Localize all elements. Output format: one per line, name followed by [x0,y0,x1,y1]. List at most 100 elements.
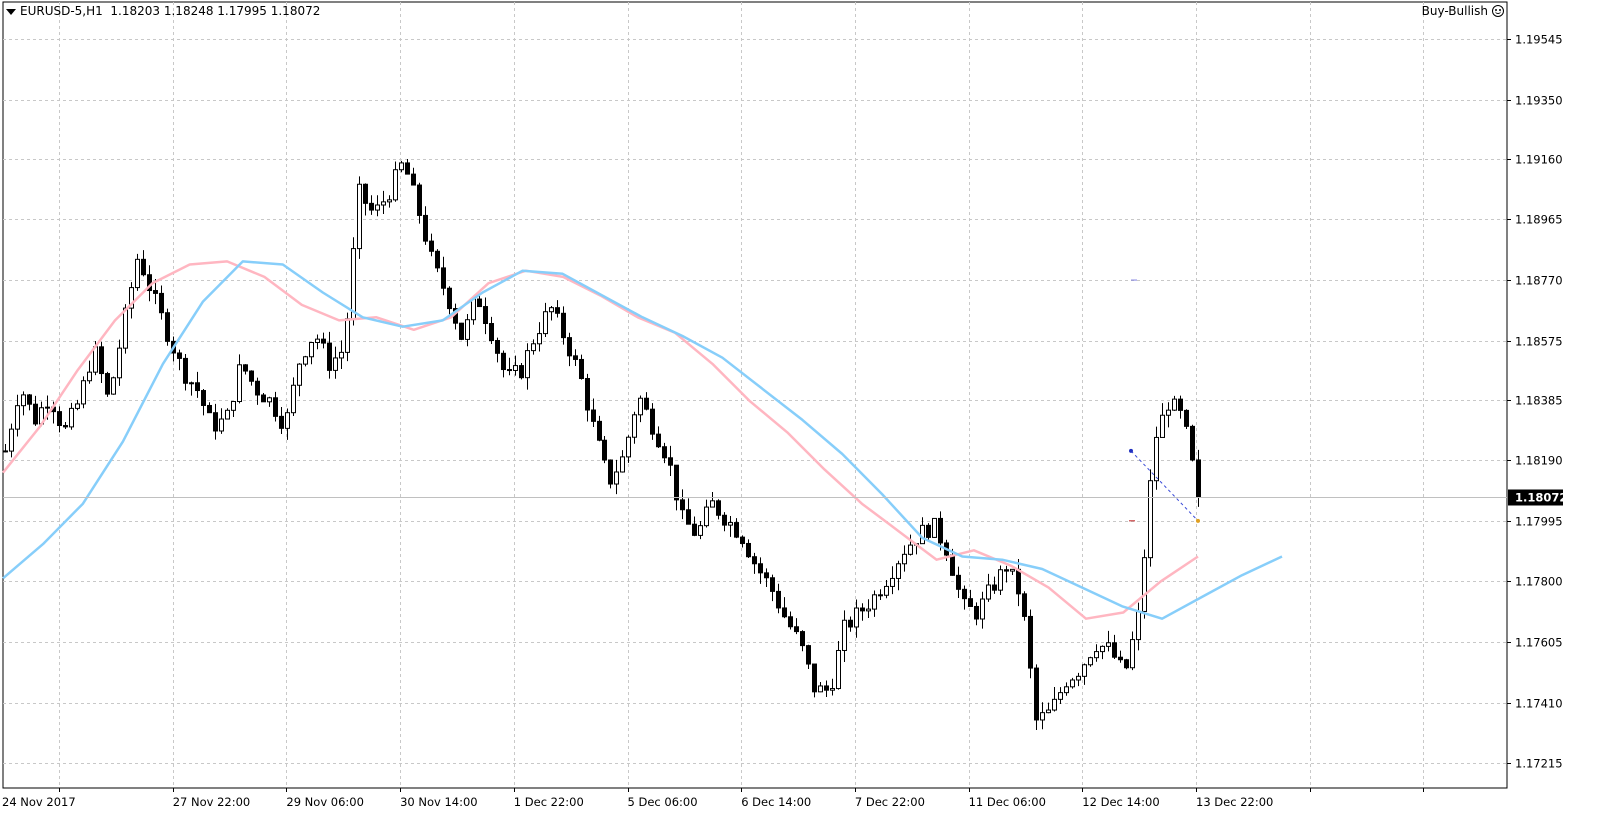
candle-body [465,319,470,340]
candle-body [117,347,122,379]
candle-body [321,338,326,344]
candle-body [189,382,194,385]
candle-body [626,436,631,458]
candle-body [27,394,32,405]
candle-body [81,380,86,405]
candle-body [692,523,697,536]
candle-body [1118,656,1123,661]
candle-body [489,323,494,342]
candle-body [411,173,416,186]
candle-body [1148,480,1153,559]
candle-body [105,373,110,395]
candle-body [135,258,140,289]
candle-body [1124,659,1129,669]
candle-body [1076,675,1081,681]
symbol-dropdown-icon[interactable] [6,8,16,15]
candle-body [806,645,811,665]
candle-body [99,346,104,375]
x-tick-label: 1 Dec 22:00 [514,795,584,809]
candle-body [123,307,128,349]
candle-body [567,337,572,357]
y-tick-label: 1.17995 [1515,515,1563,529]
candle-body [309,342,314,358]
candle-body [399,162,404,171]
candle-body [483,306,488,325]
candle-body [1142,557,1147,612]
candle-body [537,333,542,345]
y-tick-label: 1.17410 [1515,697,1563,711]
ohlc-values: 1.18203 1.18248 1.17995 1.18072 [110,4,321,18]
candle-body [57,411,62,427]
candle-body [662,446,667,459]
candle-body [824,685,829,691]
x-tick-label: 7 Dec 22:00 [855,795,925,809]
candle-body [722,514,727,526]
candle-body [351,248,356,320]
candle-body [111,377,116,395]
candle-body [471,298,476,321]
plot-area-frame [2,1,1508,789]
candle-body [794,626,799,633]
candle-body [884,585,889,596]
candle-body [1052,698,1057,711]
candle-body [1034,667,1039,721]
candle-body [33,403,38,425]
y-tick-label: 1.18965 [1515,213,1563,227]
candle-body [950,554,955,576]
candle-body [225,409,230,420]
candle-body [9,428,14,452]
candle-body [1196,459,1201,498]
candle-body [764,572,769,579]
candle-body [1106,642,1111,647]
candle-body [219,418,224,432]
current-price-badge [1508,489,1563,506]
candle-body [405,162,410,175]
candle-body [261,394,266,403]
candle-body [926,524,931,538]
signal-label: Buy-Bullish [1421,4,1488,18]
candle-body [519,365,524,379]
candle-body [69,407,74,428]
candle-body [674,464,679,501]
candle-body [255,380,260,396]
candle-body [1070,679,1075,688]
candle-body [1100,645,1105,653]
candle-body [1058,692,1063,700]
candle-body [435,250,440,269]
candle-body [447,287,452,310]
candle-body [776,590,781,609]
candle-body [549,307,554,313]
candle-body [369,202,374,211]
candle-body [638,397,643,416]
candle-body [1082,664,1087,677]
candle-body [632,414,637,438]
candle-body [345,318,350,353]
candle-body [740,536,745,544]
candle-body [1190,425,1195,461]
candle-body [1178,398,1183,411]
candle-body [21,394,26,407]
candle-body [704,506,709,527]
candle-body [890,577,895,587]
candle-body [525,350,530,379]
y-tick-label: 1.18575 [1515,335,1563,349]
candle-body [746,542,751,558]
candle-body [357,183,362,250]
candle-body [752,556,757,565]
candle-body [728,522,733,526]
candle-body [680,499,685,511]
candle-body [207,404,212,414]
candle-body [1028,615,1033,669]
candle-body [1088,657,1093,666]
candle-body [585,378,590,411]
y-tick-label: 1.19160 [1515,153,1563,167]
candle-body [1130,639,1135,669]
x-tick-label: 5 Dec 06:00 [628,795,698,809]
candle-body [1160,414,1165,438]
candle-body [812,663,817,693]
trade-exit-marker [1196,518,1200,523]
candle-body [800,631,805,647]
candle-body [267,397,272,403]
